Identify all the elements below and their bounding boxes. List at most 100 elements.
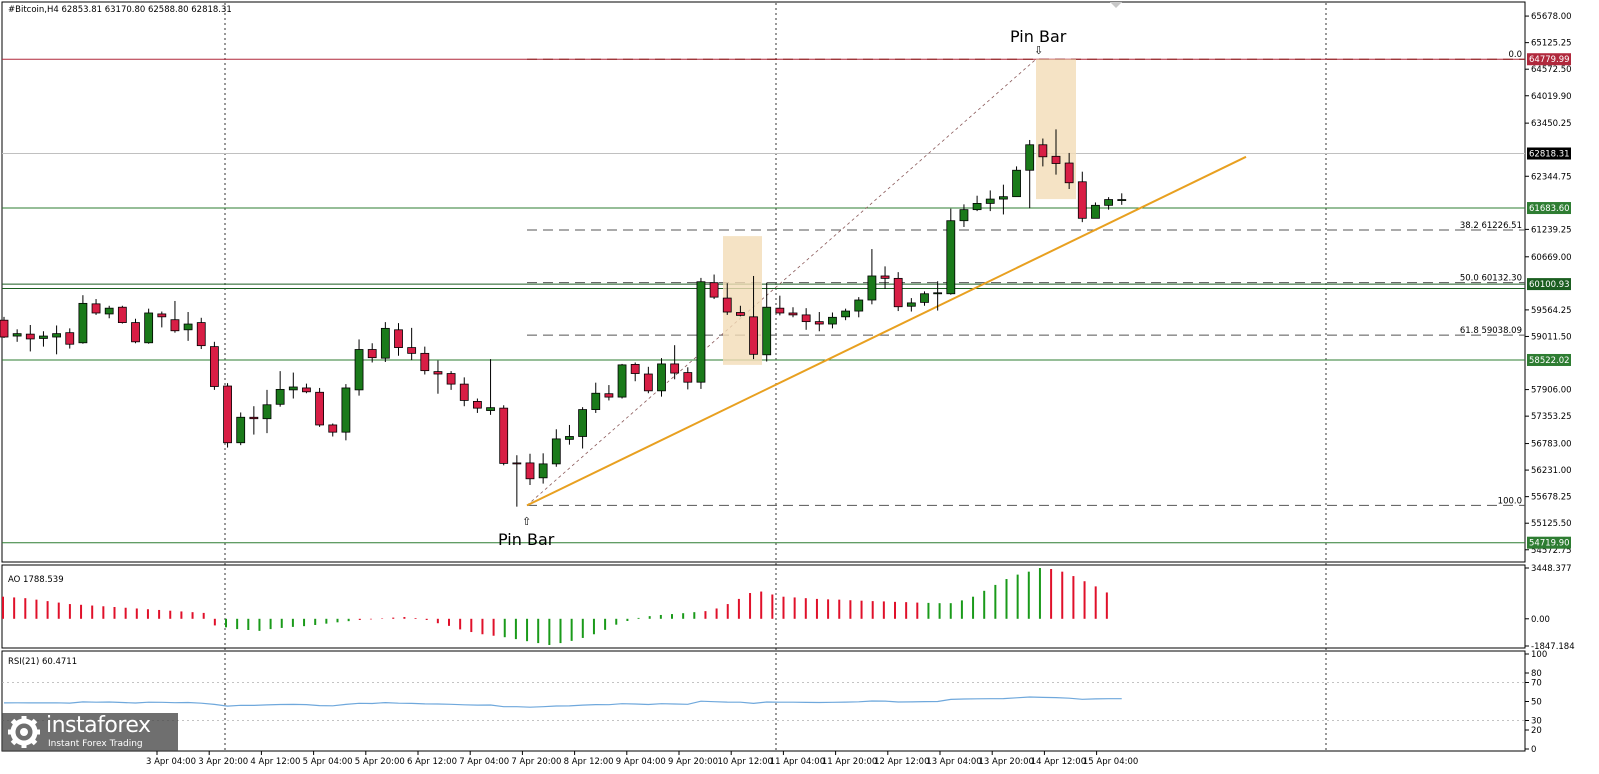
candle [696, 277, 706, 389]
candle [867, 249, 877, 305]
time-tick-label: 8 Apr 12:00 [564, 757, 614, 767]
candle-body [775, 307, 785, 314]
candle-body [499, 407, 509, 464]
candle-body [0, 319, 9, 338]
time-tick-label: 5 Apr 04:00 [303, 757, 353, 767]
candle [459, 377, 469, 407]
candle [91, 299, 101, 315]
candle-body [828, 316, 837, 325]
price-tick-label: 60669.00 [1531, 253, 1572, 263]
symbol-header: #Bitcoin,H4 62853.81 63170.80 62588.80 6… [8, 5, 232, 15]
support-trendline [526, 155, 1247, 507]
candle [104, 305, 114, 319]
candle [275, 371, 285, 407]
candle [538, 453, 548, 484]
candle-body [380, 327, 390, 359]
candle-body [1117, 199, 1127, 201]
candle [78, 295, 88, 344]
candle-body [565, 436, 574, 440]
candle-body [1104, 199, 1113, 206]
candle-body [801, 314, 811, 323]
candle-body [749, 316, 758, 355]
main-panel [1, 1, 1526, 563]
candle-body [841, 310, 850, 318]
arrow-down-icon: ⇩ [1034, 44, 1043, 57]
candle [946, 208, 956, 295]
rsi-tick-label: 30 [1531, 717, 1542, 727]
candle [906, 298, 916, 312]
candle [788, 307, 798, 318]
candle [1025, 139, 1035, 209]
price-tick-label: 64019.90 [1531, 92, 1572, 102]
rsi-tick-label: 80 [1531, 669, 1542, 679]
level-price-tag-label: 54719.90 [1529, 539, 1570, 549]
candle-body [341, 387, 351, 433]
candle-body [78, 302, 88, 344]
candle [380, 322, 390, 362]
candle-body [459, 383, 469, 401]
price-tick-label: 62344.75 [1531, 172, 1572, 182]
candle-body [157, 313, 167, 318]
watermark-brand: instaforex [46, 713, 151, 738]
price-tick-label: 59564.25 [1531, 306, 1572, 316]
candle-body [657, 363, 666, 392]
candle-body [223, 385, 232, 444]
candle-body [591, 392, 601, 410]
candle [196, 317, 206, 350]
rsi-panel [1, 650, 1526, 752]
candle-body [512, 462, 522, 465]
candle-body [788, 312, 798, 316]
candle [341, 384, 351, 441]
candle-body [183, 323, 193, 331]
rsi-tick-label: 100 [1531, 650, 1547, 660]
candle [157, 311, 167, 328]
shift-marker-icon[interactable] [1110, 2, 1122, 8]
candle [117, 305, 127, 324]
candle [52, 325, 61, 355]
time-tick-label: 12 Apr 12:00 [874, 757, 929, 767]
rsi-tick-label: 20 [1531, 726, 1542, 736]
candle [933, 281, 943, 311]
candle [1104, 197, 1113, 210]
candle [1051, 129, 1061, 175]
candle [801, 308, 811, 330]
level-price-tag-label: 61683.60 [1529, 204, 1570, 214]
candle [959, 204, 969, 227]
pin-bar-top-label: Pin Bar [1010, 27, 1067, 46]
price-tick-label: 56231.00 [1531, 466, 1572, 476]
candle [999, 184, 1008, 215]
candle-body [736, 312, 745, 316]
price-tick-label: 63450.25 [1531, 119, 1572, 129]
candle [367, 343, 377, 363]
candle [709, 274, 719, 300]
candle-body [131, 322, 140, 343]
fibo-level-label: 38.2 61226.51 [1460, 221, 1522, 231]
candle-body [328, 424, 338, 433]
candle [420, 346, 430, 375]
time-tick-label: 4 Apr 12:00 [250, 757, 300, 767]
fibo-level-label: 0.0 [1508, 50, 1522, 60]
time-tick-label: 15 Apr 04:00 [1083, 757, 1138, 767]
candle [828, 312, 837, 329]
candle [617, 363, 627, 399]
candle-body [722, 297, 732, 313]
candle [65, 328, 75, 349]
candle [486, 359, 495, 415]
time-tick-label: 6 Apr 12:00 [407, 757, 457, 767]
candle [920, 291, 929, 306]
candle [657, 358, 666, 397]
candle-body [538, 463, 548, 479]
candle-body [578, 409, 587, 437]
candle-body [1025, 144, 1035, 171]
candle-body [65, 332, 75, 345]
candle [841, 308, 850, 321]
gear-logo-icon [8, 716, 40, 748]
candle-body [814, 321, 824, 325]
candle-body [209, 346, 219, 387]
candle-body [709, 282, 719, 298]
fibo-level-label: 61.8 59038.09 [1460, 326, 1522, 336]
candle-body [354, 349, 364, 391]
candle-body [1091, 204, 1100, 219]
candle [762, 282, 772, 362]
